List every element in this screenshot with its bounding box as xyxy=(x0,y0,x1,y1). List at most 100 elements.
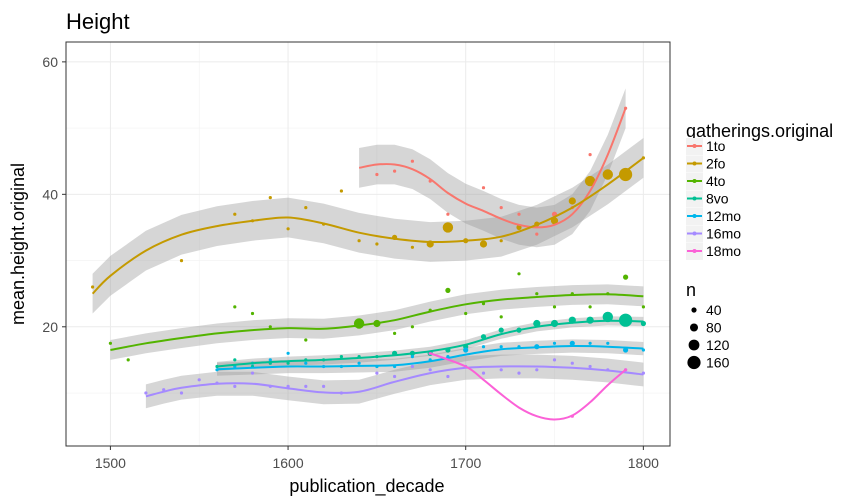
data-point-8vo xyxy=(498,327,504,333)
data-point-8vo xyxy=(339,355,343,359)
legend-label-16mo: 16mo xyxy=(706,226,741,242)
data-point-12mo xyxy=(481,345,486,349)
data-point-12mo xyxy=(588,341,592,345)
data-point-1to xyxy=(446,212,450,216)
smooth-line-4to xyxy=(110,293,644,351)
size-legend-label: 160 xyxy=(706,355,730,371)
data-point-4to xyxy=(464,311,468,316)
data-point-4to xyxy=(517,272,521,276)
data-point-2fo xyxy=(499,239,503,243)
data-point-4to xyxy=(641,305,646,309)
legend-label-1to: 1to xyxy=(706,138,726,154)
x-tick-label: 1800 xyxy=(628,455,659,471)
data-point-12mo xyxy=(552,341,557,345)
data-point-1to xyxy=(481,186,486,190)
data-point-4to xyxy=(393,331,397,335)
data-point-2fo xyxy=(91,285,95,289)
data-point-8vo xyxy=(286,361,290,365)
data-point-8vo xyxy=(233,358,237,362)
smooth-line-1to xyxy=(358,107,627,229)
data-point-16mo xyxy=(250,371,255,375)
data-point-2fo xyxy=(357,239,361,243)
legend-point-swatch xyxy=(692,231,697,236)
data-point-12mo xyxy=(499,345,503,349)
data-point-16mo xyxy=(588,364,592,369)
data-point-4to xyxy=(588,305,592,309)
legend-key-2fo xyxy=(686,155,703,173)
data-point-16mo xyxy=(233,384,237,388)
data-point-4to xyxy=(623,274,629,280)
confidence-band-8vo xyxy=(217,316,644,372)
data-point-1to xyxy=(588,153,592,157)
data-point-4to xyxy=(552,305,557,309)
legend-title: gatherings.original xyxy=(686,121,833,141)
legend-key-18mo xyxy=(686,243,703,260)
data-point-4to xyxy=(481,302,486,306)
panel-background xyxy=(66,42,670,446)
data-point-4to xyxy=(535,292,539,296)
legend-point-swatch xyxy=(692,249,697,253)
data-point-12mo xyxy=(569,340,575,346)
data-point-16mo xyxy=(179,391,184,395)
smooth-line-18mo xyxy=(429,352,627,421)
x-tick-label: 1500 xyxy=(95,455,126,471)
legend-label-12mo: 12mo xyxy=(706,208,741,224)
data-point-12mo xyxy=(357,361,361,365)
legend-label-18mo: 18mo xyxy=(706,243,741,259)
data-point-12mo xyxy=(286,351,290,355)
legend-point-swatch xyxy=(692,196,697,201)
legend-point-swatch xyxy=(692,214,697,218)
x-tick-label: 1700 xyxy=(450,455,481,471)
data-point-4to xyxy=(499,315,503,319)
data-point-4to xyxy=(304,338,308,342)
legend-point-swatch xyxy=(692,161,697,166)
size-legend-swatch xyxy=(691,307,697,313)
smooth-line-12mo xyxy=(216,344,644,371)
data-point-16mo xyxy=(393,374,397,379)
data-point-16mo xyxy=(552,358,557,362)
data-point-1to xyxy=(499,206,503,210)
data-point-12mo xyxy=(606,341,610,345)
data-point-4to xyxy=(233,305,237,309)
data-point-8vo xyxy=(586,316,594,324)
data-point-2fo xyxy=(179,259,184,263)
data-point-4to xyxy=(268,325,272,329)
data-point-4to xyxy=(250,311,255,316)
size-legend-swatch xyxy=(687,355,701,370)
y-tick-label: 20 xyxy=(42,319,58,335)
legend-key-16mo xyxy=(686,225,703,243)
data-point-4to xyxy=(445,287,451,293)
data-point-2fo xyxy=(479,240,488,248)
legend-key-1to xyxy=(686,138,703,155)
data-point-1to xyxy=(375,172,379,177)
data-point-2fo xyxy=(286,227,290,231)
panel-border xyxy=(65,41,671,447)
data-point-16mo xyxy=(570,361,574,365)
data-point-8vo xyxy=(533,319,541,328)
data-point-16mo xyxy=(517,371,521,375)
data-point-4to xyxy=(108,341,112,345)
size-legend-title: n xyxy=(686,280,696,300)
data-point-8vo xyxy=(602,311,613,323)
data-point-2fo xyxy=(568,197,576,205)
legend-key-12mo xyxy=(686,208,703,225)
data-point-16mo xyxy=(144,391,148,395)
data-point-12mo xyxy=(623,347,629,353)
data-point-4to xyxy=(126,358,130,362)
legend-label-2fo: 2fo xyxy=(706,156,726,172)
data-point-12mo xyxy=(268,358,272,362)
size-legend-label: 40 xyxy=(706,302,722,318)
data-point-2fo xyxy=(584,175,596,187)
confidence-band-1to xyxy=(359,88,626,248)
legend-label-4to: 4to xyxy=(706,173,726,189)
data-point-2fo xyxy=(268,196,272,200)
data-point-1to xyxy=(410,159,414,163)
data-point-16mo xyxy=(481,371,486,375)
data-point-16mo xyxy=(446,374,450,379)
y-tick-label: 60 xyxy=(42,54,58,70)
y-axis-title: mean.height.original xyxy=(8,163,28,325)
plot-panel xyxy=(65,41,671,447)
